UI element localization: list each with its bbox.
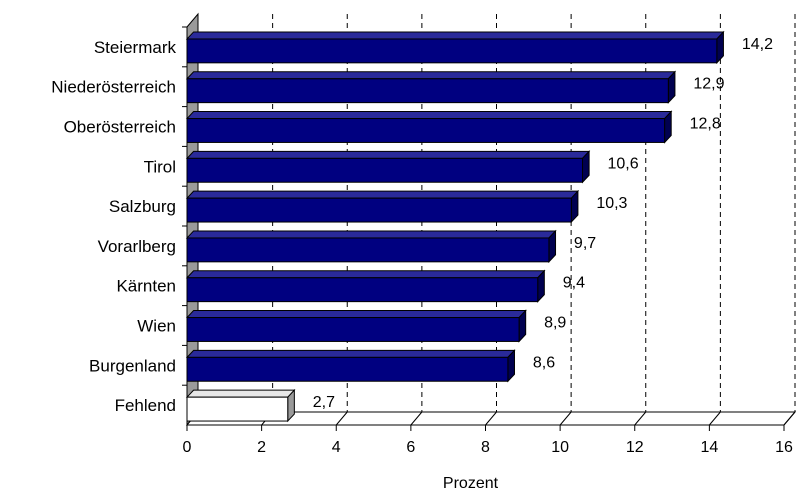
floor-grid-line (783, 411, 796, 426)
bar (186, 277, 539, 303)
floor-grid-line (634, 411, 647, 426)
x-tick-label: 6 (406, 439, 415, 456)
data-label: 12,8 (690, 116, 721, 133)
data-label: 9,7 (574, 235, 596, 252)
data-label: 9,4 (563, 275, 585, 292)
x-tick-label: 12 (626, 439, 644, 456)
bar (186, 356, 509, 382)
data-label: 2,7 (313, 394, 335, 411)
data-label: 12,9 (693, 76, 724, 93)
x-tick-label: 8 (481, 439, 490, 456)
category-label: Niederösterreich (51, 78, 176, 97)
bar-top (185, 270, 546, 279)
category-label: Tirol (144, 157, 176, 176)
bar-top (185, 111, 673, 120)
bar (186, 157, 584, 183)
floor-grid-line (335, 411, 348, 426)
x-tick-label: 2 (257, 439, 266, 456)
data-label: 10,6 (608, 155, 639, 172)
bar-top (185, 31, 725, 40)
bar (186, 118, 666, 143)
bar-top (185, 230, 557, 239)
category-label: Wien (137, 317, 176, 336)
bar-top (185, 150, 591, 159)
bar-top (185, 349, 516, 358)
data-label: 8,6 (533, 354, 555, 371)
floor-grid-line (410, 411, 423, 426)
bar-top (185, 71, 677, 80)
bar (186, 317, 520, 342)
bar (186, 38, 718, 64)
category-label: Kärnten (116, 277, 176, 296)
bar-top (185, 190, 580, 199)
x-axis-title: Prozent (443, 475, 499, 492)
category-label: Fehlend (115, 396, 176, 415)
floor-grid-line (485, 411, 497, 426)
data-label: 10,3 (596, 195, 627, 212)
x-tick-label: 0 (183, 439, 192, 456)
category-label: Vorarlberg (98, 237, 176, 256)
x-tick-label: 10 (551, 439, 569, 456)
category-label: Salzburg (109, 197, 176, 216)
category-label: Burgenland (89, 356, 176, 375)
floor-grid-line (708, 411, 721, 426)
data-label: 14,2 (742, 36, 773, 53)
x-tick-label: 4 (332, 439, 341, 456)
data-label: 8,9 (544, 315, 566, 332)
bar (186, 396, 289, 422)
bar-top (185, 389, 296, 398)
bar (186, 237, 550, 263)
category-label: Oberösterreich (64, 118, 176, 137)
x-tick-label: 14 (700, 439, 718, 456)
floor-grid-line (559, 411, 572, 426)
bar (186, 78, 669, 104)
x-tick-label: 16 (775, 439, 793, 456)
category-label: Steiermark (94, 38, 177, 57)
bar-top (185, 310, 527, 319)
bar (186, 197, 572, 223)
